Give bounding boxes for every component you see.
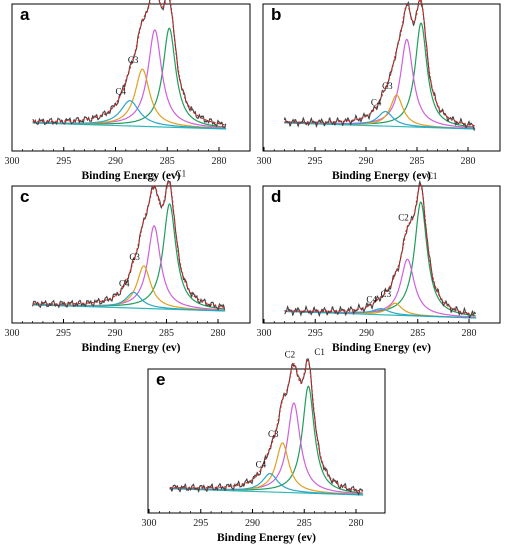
x-tick-label: 285 [410,156,425,167]
fitted-envelope [32,181,225,308]
x-tick-label: 300 [257,328,272,339]
x-tick-label: 300 [5,328,20,339]
x-tick-label: 295 [56,156,71,167]
peak-label: C1 [176,168,187,178]
panel-label: b [271,5,281,24]
panel-e: e 300 295 290 285 280 Binding Energy (ev) C1 C2 C… [142,347,386,544]
measured-spectrum [32,180,226,311]
peak-label: C1 [427,171,438,181]
peak-label: C3 [128,55,139,65]
peak-label: C2 [398,212,409,222]
peak-label: C4 [366,295,377,305]
peak-c1 [32,27,226,128]
x-tick-label: 290 [359,156,374,167]
x-tick-label: 280 [461,156,476,167]
x-tick-label: 285 [297,518,312,529]
peak-c2 [32,29,226,129]
peak-label: C3 [381,289,392,299]
peak-label: C1 [314,347,325,357]
x-tick-label: 280 [462,328,477,339]
fitted-envelope [284,183,476,316]
x-axis-label: Binding Energy (ev) [332,170,431,182]
measured-spectrum [169,358,364,496]
peak-label: C4 [115,87,126,97]
panel-label: a [20,5,30,24]
fitted-envelope [32,0,226,126]
peak-label: C4 [371,98,382,108]
x-tick-label: 285 [159,328,174,339]
x-tick-label: 285 [160,156,175,167]
measured-spectrum [32,0,227,129]
peak-label: C3 [129,252,140,262]
peak-label: C2 [285,350,296,360]
x-axis-label: Binding Energy (ev) [332,342,431,354]
x-tick-label: 295 [308,328,323,339]
peak-label: C3 [382,81,393,91]
x-axis-label: Binding Energy (ev) [81,170,180,182]
x-axis-label: Binding Energy (ev) [217,532,316,544]
plot-frame [11,185,251,324]
plot-frame [11,3,251,152]
peak-label: C4 [119,278,130,288]
measured-spectrum [284,179,477,319]
fitted-envelope [169,359,363,492]
panel-label: e [156,370,165,389]
x-tick-label: 285 [410,328,425,339]
fitted-envelope [284,0,475,127]
peak-label: C2 [145,172,156,182]
measured-spectrum [283,0,476,132]
peak-c4 [169,472,363,496]
panel-b: b 300 295 290 285 280 Binding Energy (ev)C1 C2 C… [257,0,501,182]
x-tick-label: 300 [257,156,272,167]
x-tick-label: 295 [193,518,208,529]
x-tick-label: 300 [142,518,157,529]
x-tick-label: 290 [359,328,374,339]
plot-frame [147,368,386,514]
peak-c4 [284,308,476,319]
peak-label: C2 [398,0,409,1]
x-tick-label: 290 [245,518,260,529]
x-tick-label: 280 [211,328,226,339]
peak-label: C3 [268,429,279,439]
panel-a: a 300 295 290 285 280 Binding Energy (ev)C1 C2 C… [5,0,251,182]
x-tick-label: 295 [56,328,71,339]
panel-label: d [271,187,281,206]
x-tick-label: 280 [349,518,364,529]
plot-frame [262,185,501,324]
x-tick-label: 290 [108,328,123,339]
peak-label: C4 [256,460,267,470]
x-tick-label: 300 [5,156,20,167]
plot-frame [262,3,501,152]
x-tick-label: 280 [212,156,227,167]
x-tick-label: 290 [108,156,123,167]
panel-label: c [20,187,29,206]
peak-c1 [284,22,475,128]
peak-c3 [169,442,363,496]
x-tick-label: 295 [308,156,323,167]
x-axis-label: Binding Energy (ev) [81,342,180,354]
